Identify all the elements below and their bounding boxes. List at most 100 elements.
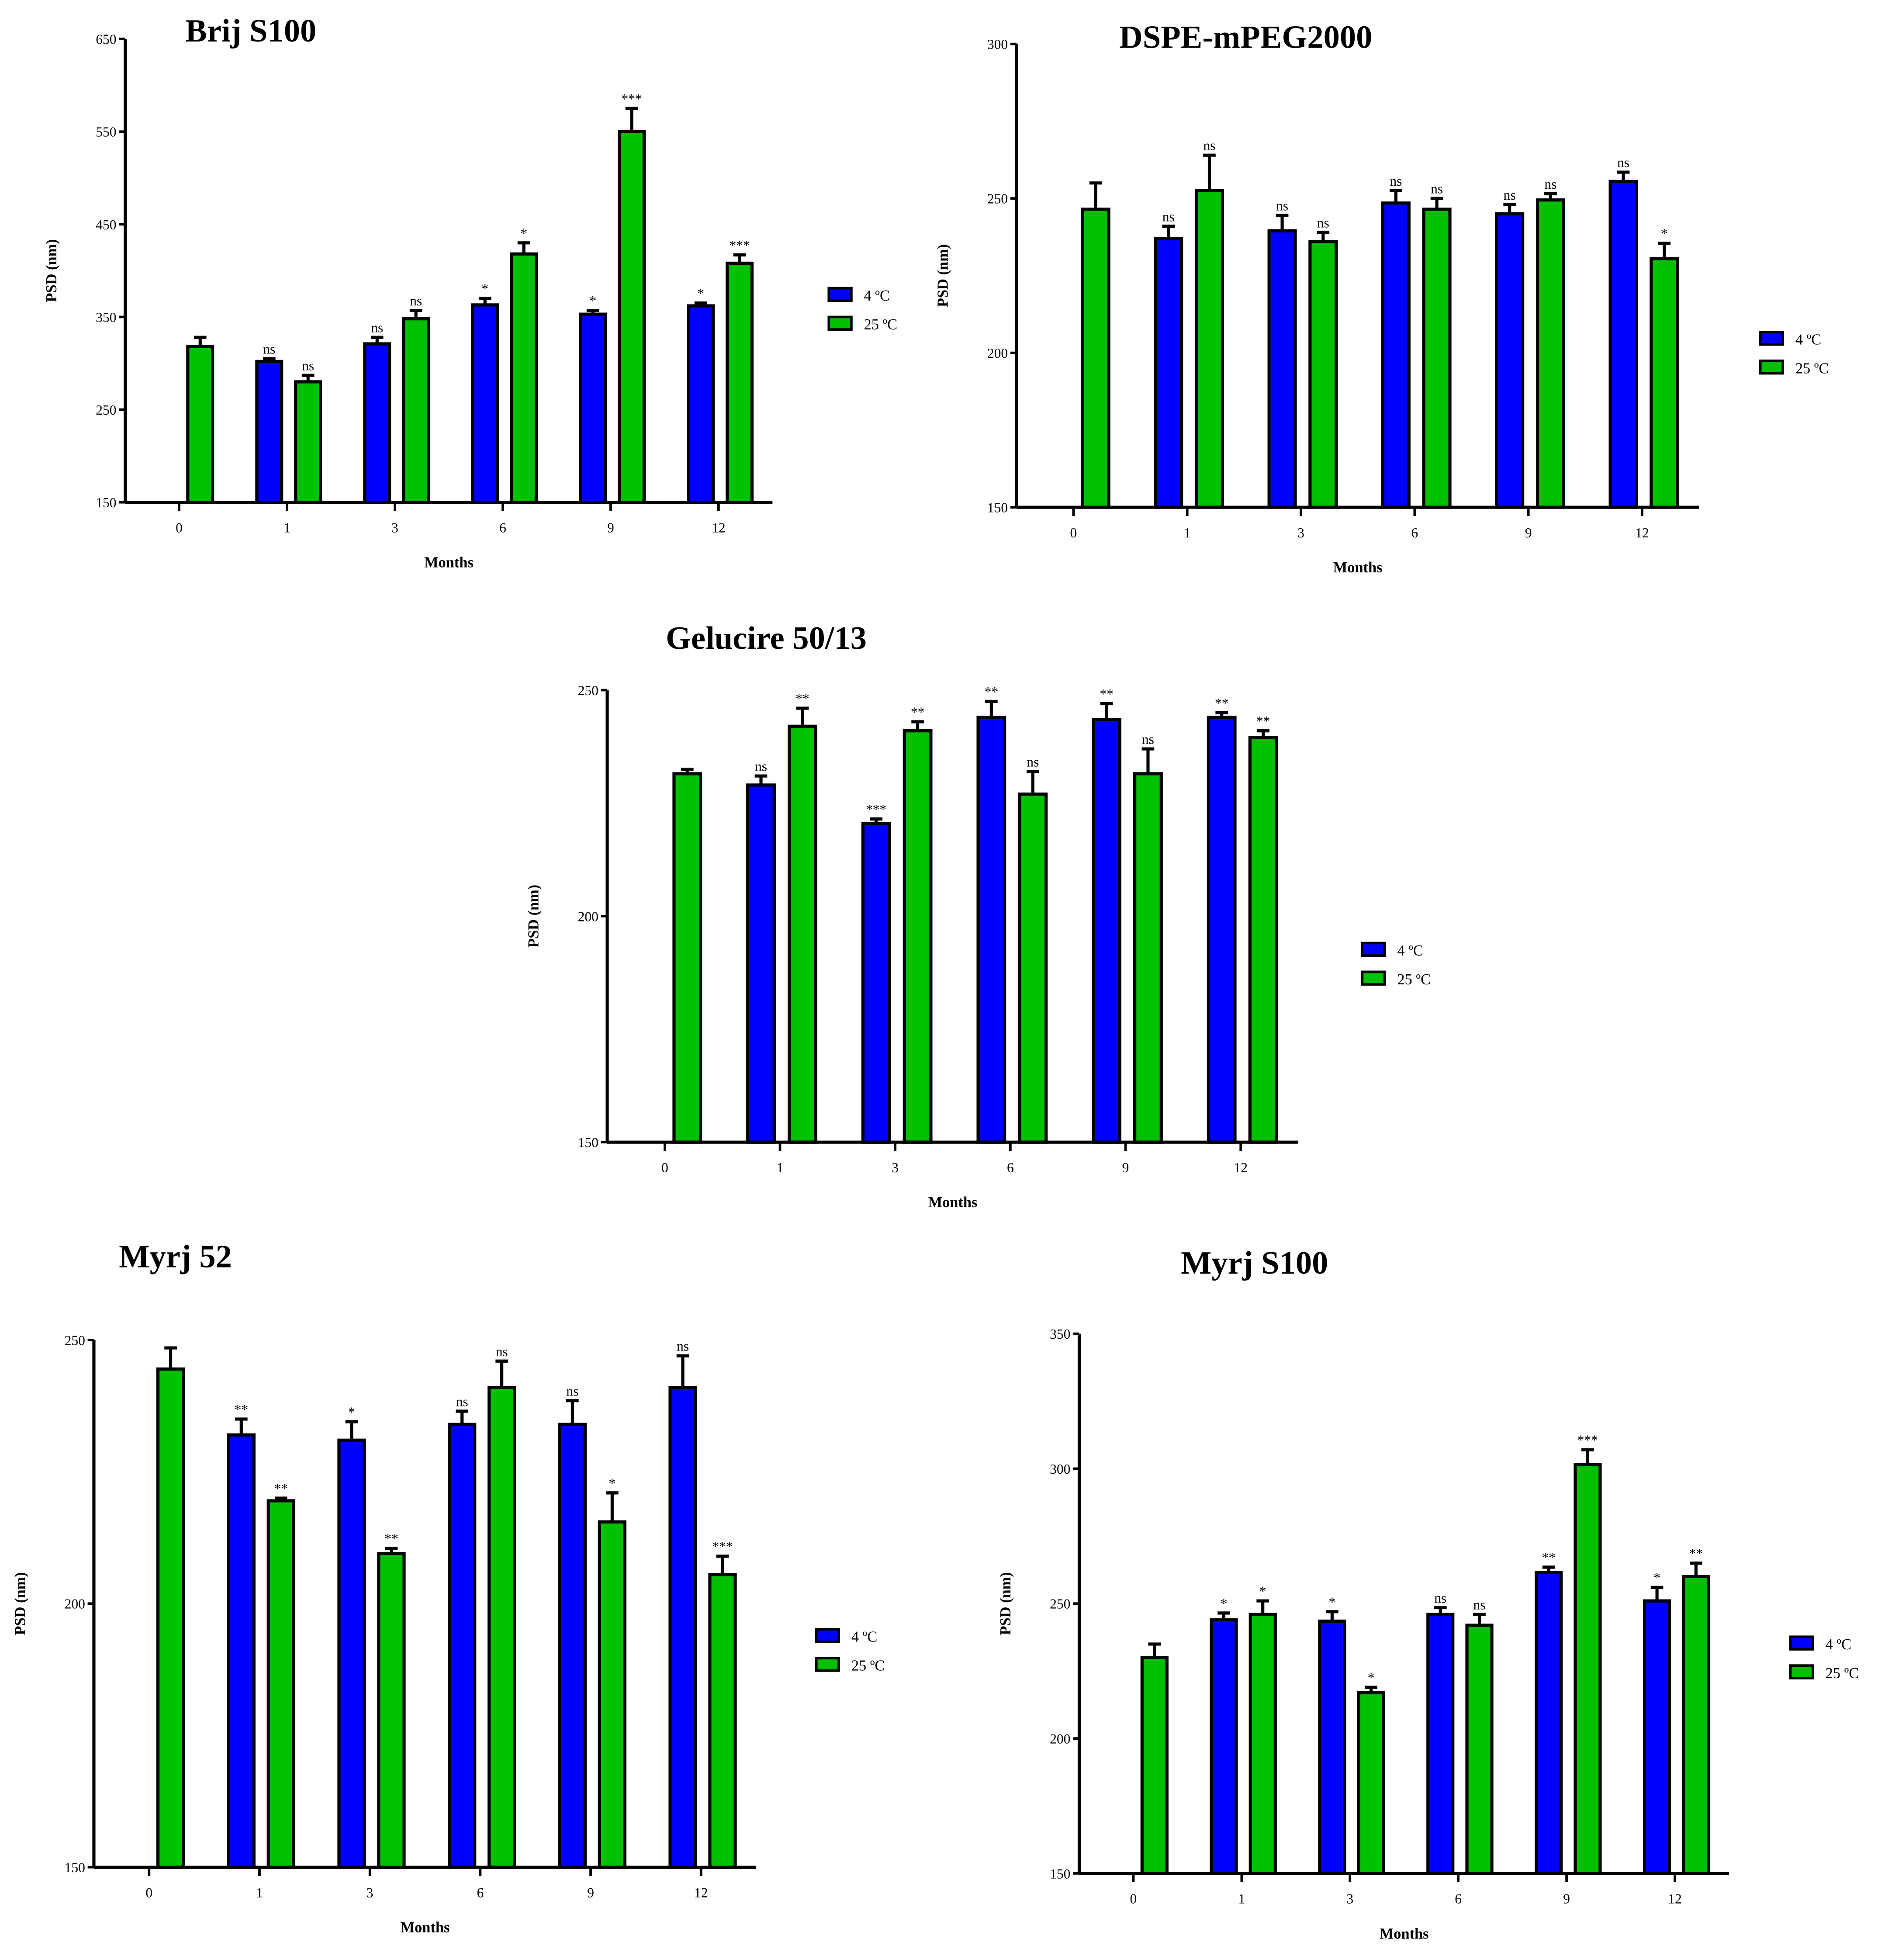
y-axis-label: PSD (nm)	[43, 239, 60, 302]
y-tick-label: 150	[578, 1135, 598, 1150]
chart-panel: DSPE-mPEG2000 150 200 250 300 PSD (nm) 0 ns ns 1 n…	[935, 19, 1829, 576]
significance-label: **	[1689, 1546, 1703, 1561]
significance-label: *	[1259, 1584, 1266, 1599]
significance-label: ns	[1390, 173, 1402, 189]
significance-label: *	[1368, 1670, 1375, 1685]
significance-label: *	[520, 225, 527, 241]
significance-label: *	[1221, 1596, 1228, 1611]
bar	[1133, 772, 1163, 1144]
x-tick-label: 1	[777, 1160, 784, 1175]
significance-label: ns	[1431, 181, 1443, 197]
bar	[1210, 1618, 1238, 1875]
x-tick-label: 6	[477, 1885, 484, 1900]
y-tick-label: 150	[1050, 1866, 1070, 1881]
y-tick-label: 300	[1050, 1461, 1070, 1477]
x-tick-label: 12	[694, 1885, 708, 1900]
bar	[746, 783, 776, 1144]
bar	[708, 1573, 737, 1869]
significance-label: ***	[621, 91, 642, 107]
bar	[255, 360, 284, 504]
legend-label: 4 ºC	[1826, 1636, 1851, 1653]
bar	[1267, 229, 1297, 509]
significance-label: *	[609, 1475, 616, 1491]
y-tick-label: 200	[987, 346, 1008, 361]
bar	[861, 822, 891, 1144]
bar	[687, 304, 715, 504]
bar	[976, 716, 1006, 1144]
significance-label: **	[1256, 713, 1270, 729]
bar	[1535, 1571, 1563, 1875]
significance-label: **	[1215, 696, 1229, 711]
significance-label: ns	[1317, 215, 1329, 230]
significance-label: *	[697, 286, 704, 301]
bar	[337, 1438, 366, 1869]
x-tick-label: 3	[892, 1160, 899, 1175]
bar	[1536, 198, 1565, 509]
x-tick-label: 12	[1635, 525, 1649, 540]
significance-label: **	[235, 1402, 249, 1417]
x-tick-label: 9	[607, 520, 614, 535]
bar	[788, 724, 817, 1144]
chart-title: Myrj 52	[119, 1239, 232, 1275]
x-tick-label: 12	[1234, 1160, 1248, 1175]
legend-swatch	[815, 1628, 840, 1643]
bar	[377, 1552, 406, 1869]
x-axis-label: Months	[1333, 559, 1383, 576]
significance-label: ns	[1504, 187, 1516, 203]
x-axis-label: Months	[424, 554, 474, 571]
bar	[1650, 257, 1679, 509]
bar	[1422, 208, 1452, 509]
legend-label: 4 ºC	[851, 1629, 877, 1645]
x-tick-label: 12	[712, 520, 726, 535]
legend-swatch	[1361, 942, 1386, 957]
x-axis-label: Months	[401, 1919, 450, 1936]
significance-label: ns	[1203, 138, 1215, 153]
bar	[668, 1385, 697, 1869]
x-axis-label: Months	[928, 1194, 978, 1211]
legend-swatch	[1361, 970, 1386, 986]
legend-swatch	[1789, 1635, 1814, 1651]
bar	[598, 1520, 626, 1869]
bar	[156, 1367, 185, 1869]
x-tick-label: 3	[367, 1885, 374, 1900]
bar	[487, 1385, 516, 1869]
x-tick-label: 0	[661, 1160, 668, 1175]
significance-label: ns	[1544, 177, 1556, 192]
significance-label: **	[274, 1481, 288, 1496]
bar	[471, 303, 499, 504]
significance-label: *	[348, 1405, 355, 1420]
y-axis-label: PSD (nm)	[525, 885, 542, 948]
bar	[1465, 1624, 1494, 1875]
significance-label: ***	[712, 1539, 733, 1554]
significance-label: **	[384, 1531, 398, 1546]
significance-label: ns	[496, 1344, 508, 1359]
significance-label: **	[1100, 686, 1114, 702]
y-tick-label: 450	[96, 217, 116, 232]
bar	[1194, 189, 1224, 509]
bar	[1207, 716, 1237, 1144]
bar	[402, 317, 430, 504]
bar	[672, 772, 702, 1144]
significance-label: ns	[1142, 732, 1154, 747]
significance-label: ns	[456, 1394, 468, 1409]
legend-label: 4 ºC	[864, 287, 890, 304]
y-axis-label: PSD (nm)	[12, 1572, 28, 1635]
bar	[1643, 1599, 1671, 1875]
bar	[618, 130, 646, 504]
legend-label: 25 ºC	[864, 316, 898, 333]
legend-swatch	[1759, 359, 1785, 375]
y-tick-label: 200	[578, 909, 598, 924]
x-tick-label: 9	[1563, 1891, 1570, 1907]
legend-label: 25 ºC	[851, 1658, 885, 1674]
significance-label: ns	[1276, 198, 1288, 214]
significance-label: *	[589, 293, 596, 308]
bar	[558, 1423, 587, 1869]
significance-label: ns	[1434, 1590, 1446, 1606]
significance-label: *	[481, 281, 488, 297]
bar	[1018, 792, 1048, 1144]
significance-label: ***	[1577, 1433, 1598, 1448]
y-tick-label: 250	[987, 191, 1008, 207]
bar	[1081, 208, 1110, 509]
legend-swatch	[827, 287, 853, 302]
